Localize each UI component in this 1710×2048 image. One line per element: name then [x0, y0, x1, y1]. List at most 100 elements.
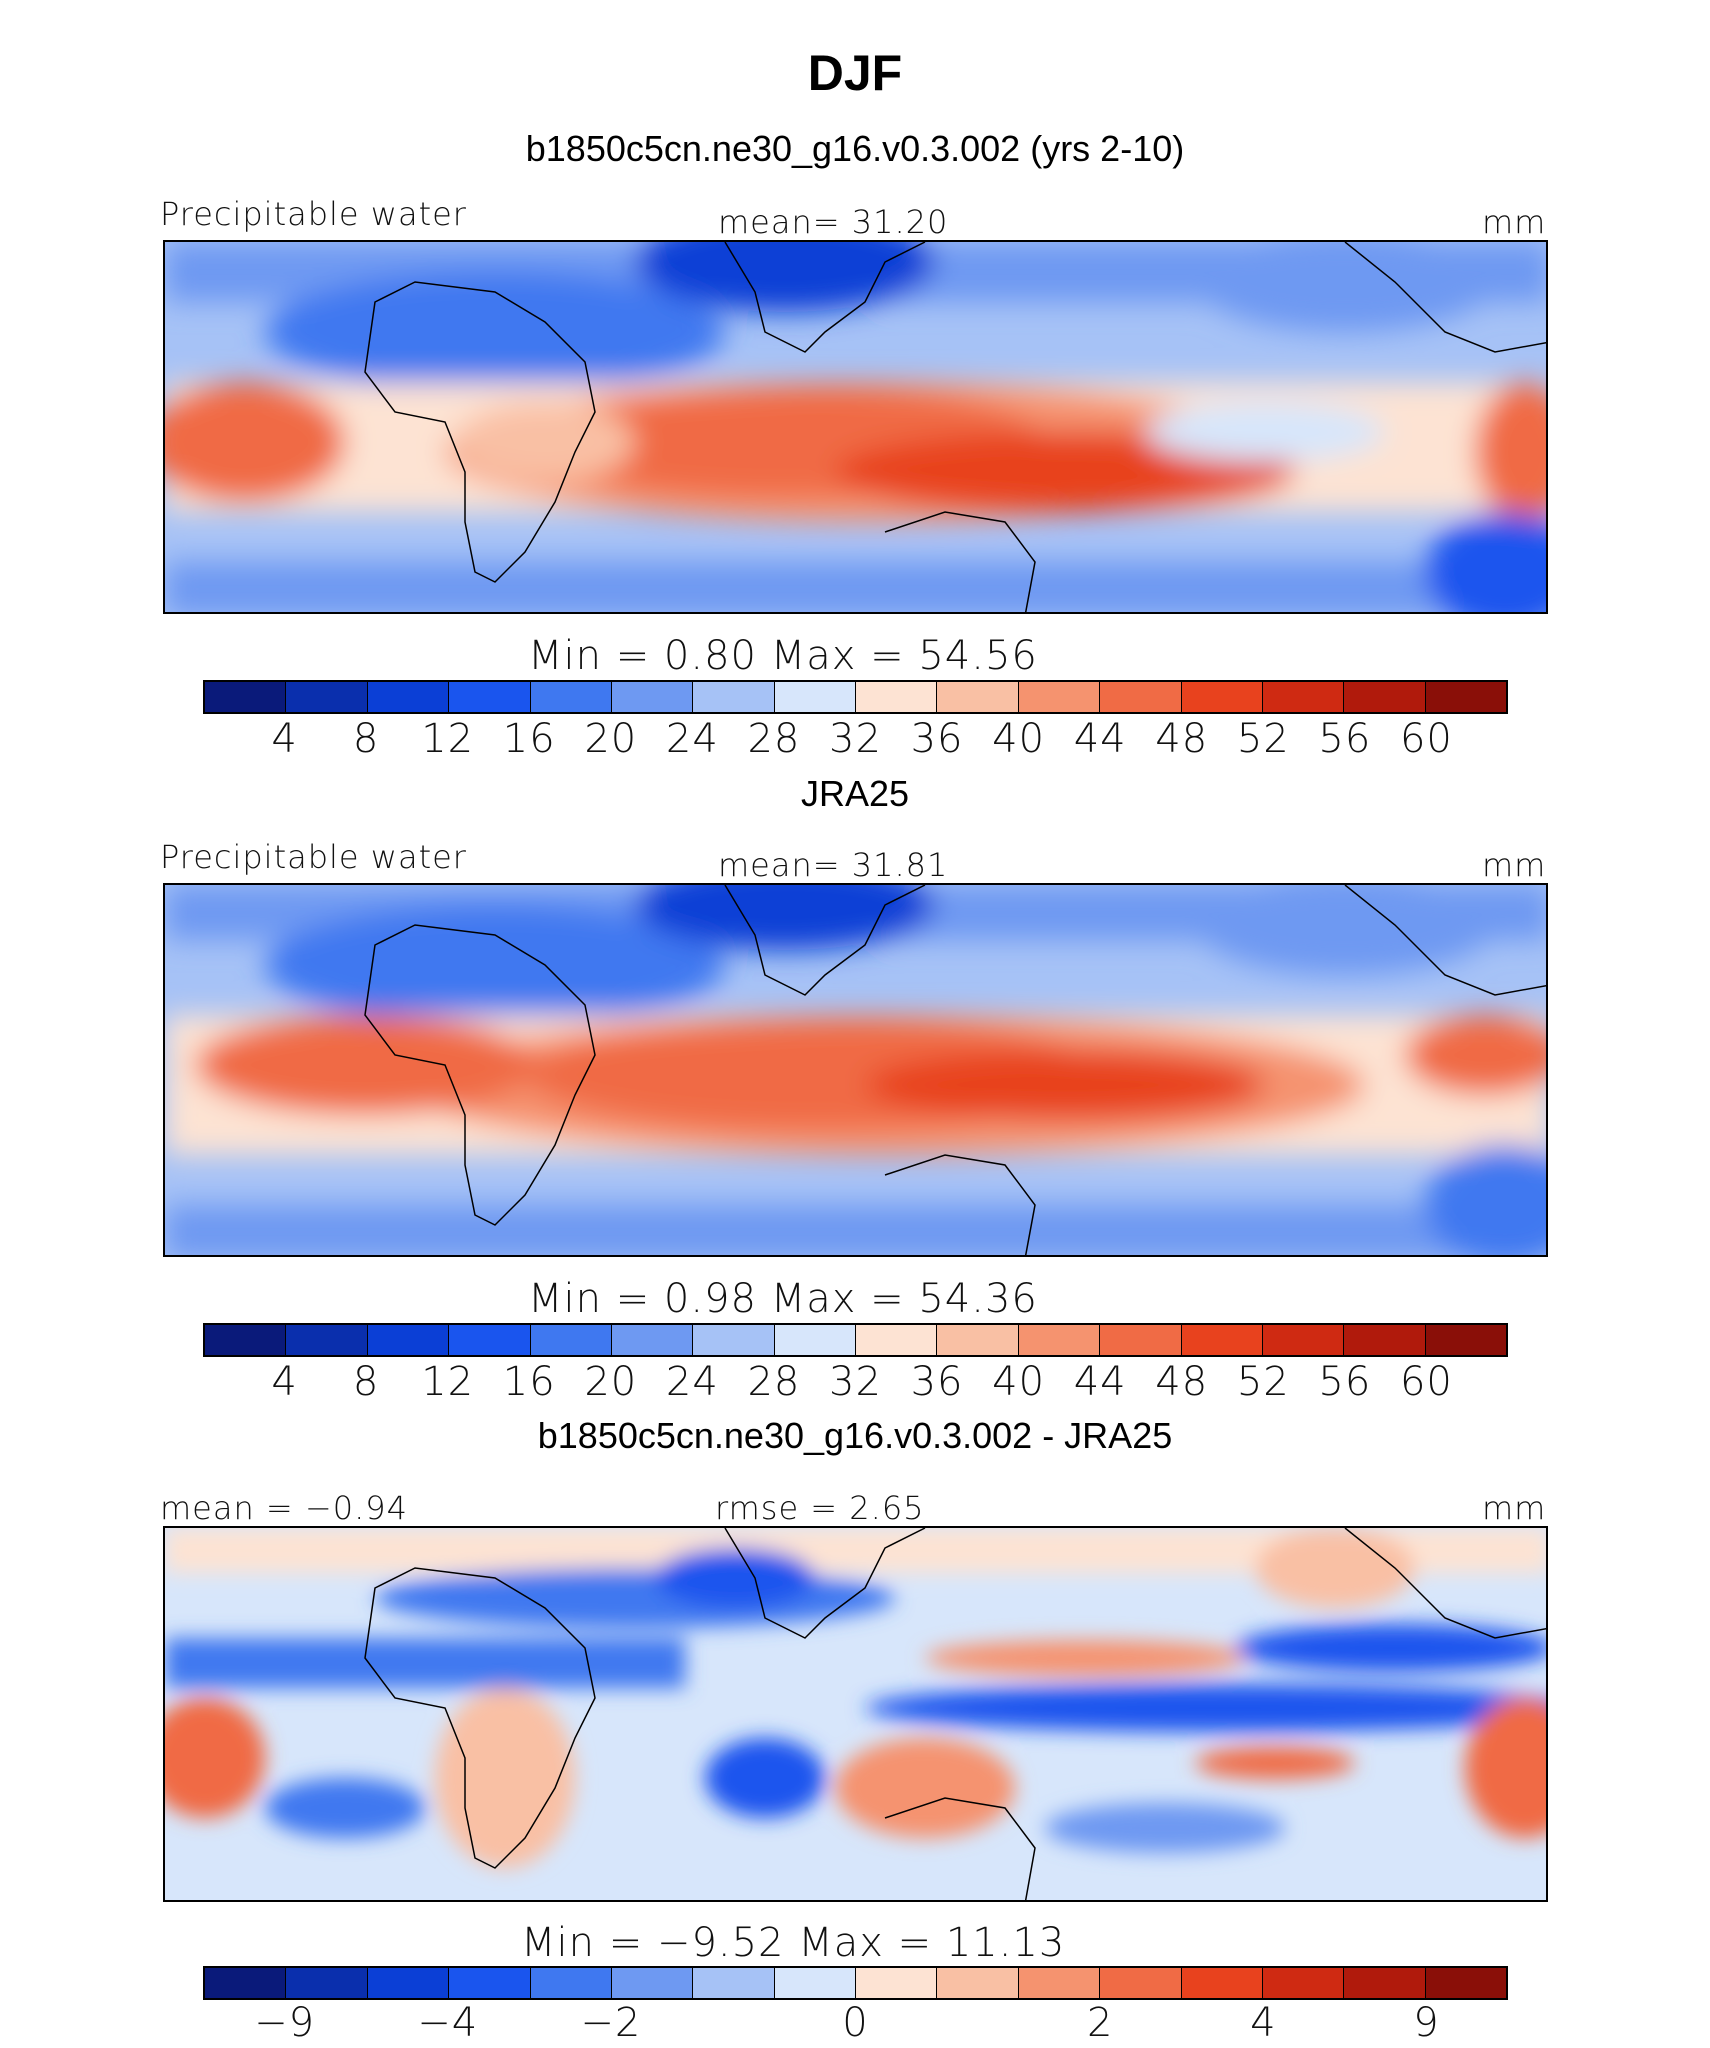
colorbar-swatch — [449, 1325, 531, 1355]
panel-2-map — [163, 883, 1548, 1257]
colorbar-tick-label: 28 — [747, 716, 801, 762]
panel-2-minmax: Min = 0.98 Max = 54.36 — [528, 1276, 1038, 1322]
colorbar-tick-label: 48 — [1155, 1359, 1209, 1405]
panel-1-map-svg — [165, 242, 1546, 612]
panel-3-colorbar — [203, 1966, 1508, 2000]
panel-3-units-label: mm — [1482, 1489, 1547, 1527]
colorbar-tick-label: 48 — [1155, 716, 1209, 762]
colorbar-swatch — [937, 682, 1019, 712]
colorbar-tick-label: 28 — [747, 1359, 801, 1405]
figure-title: DJF — [807, 45, 903, 101]
colorbar-swatch — [693, 682, 775, 712]
colorbar-swatch — [611, 1325, 694, 1355]
colorbar-swatch — [1425, 682, 1506, 712]
panel-2-colorbar — [203, 1323, 1508, 1357]
panel-1-minmax: Min = 0.80 Max = 54.56 — [528, 633, 1038, 679]
colorbar-swatch — [367, 1968, 450, 1998]
panel-2-variable-label: Precipitable water — [160, 838, 467, 876]
colorbar-tick-label: 4 — [1250, 2000, 1277, 2046]
colorbar-swatch — [367, 682, 450, 712]
colorbar-tick-label: 16 — [502, 716, 556, 762]
colorbar-tick-label: 44 — [1073, 1359, 1127, 1405]
colorbar-swatch — [856, 1325, 938, 1355]
colorbar-tick-label: 24 — [665, 1359, 719, 1405]
panel-3-map — [163, 1526, 1548, 1902]
colorbar-swatch — [693, 1325, 775, 1355]
colorbar-swatch — [856, 1968, 938, 1998]
panel-2-map-svg — [165, 885, 1546, 1255]
colorbar-swatch — [286, 1325, 368, 1355]
colorbar-swatch — [1425, 1968, 1506, 1998]
colorbar-swatch — [937, 1968, 1019, 1998]
colorbar-tick-label: 36 — [910, 1359, 964, 1405]
colorbar-swatch — [1344, 682, 1426, 712]
panel-1-variable-label: Precipitable water — [160, 195, 467, 233]
colorbar-tick-label: 52 — [1236, 716, 1290, 762]
colorbar-swatch — [774, 1325, 856, 1355]
colorbar-tick-label: 32 — [829, 716, 882, 762]
colorbar-tick-label: 24 — [665, 716, 719, 762]
colorbar-swatch — [611, 1968, 694, 1998]
colorbar-tick-label: 2 — [1086, 2000, 1114, 2046]
colorbar-swatch — [367, 1325, 450, 1355]
colorbar-swatch — [449, 1968, 531, 1998]
panel-2-units-label: mm — [1482, 846, 1547, 884]
panel-1-colorbar — [203, 680, 1508, 714]
colorbar-tick-label: 0 — [842, 2000, 869, 2046]
colorbar-swatch — [1262, 1968, 1345, 1998]
colorbar-tick-label: 36 — [910, 716, 964, 762]
colorbar-swatch — [1262, 682, 1345, 712]
colorbar-tick-label: 56 — [1318, 716, 1372, 762]
colorbar-swatch — [205, 682, 287, 712]
colorbar-swatch — [530, 1325, 612, 1355]
panel-3-title: b1850c5cn.ne30_g16.v0.3.002 - JRA25 — [537, 1415, 1173, 1456]
panel-3-map-svg — [165, 1528, 1546, 1900]
colorbar-swatch — [449, 682, 531, 712]
colorbar-tick-label: 56 — [1318, 1359, 1372, 1405]
colorbar-swatch — [530, 1968, 612, 1998]
colorbar-tick-label: −2 — [580, 2000, 642, 2046]
colorbar-swatch — [1181, 1325, 1263, 1355]
colorbar-tick-label: 8 — [352, 1359, 380, 1405]
colorbar-swatch — [774, 1968, 856, 1998]
colorbar-swatch — [1181, 1968, 1263, 1998]
panel-1-units-label: mm — [1482, 203, 1547, 241]
panel-1-mean-label: mean= 31.20 — [718, 203, 949, 241]
panel-1-title: b1850c5cn.ne30_g16.v0.3.002 (yrs 2-10) — [525, 128, 1185, 169]
colorbar-swatch — [937, 1325, 1019, 1355]
colorbar-swatch — [1100, 682, 1182, 712]
colorbar-tick-label: 32 — [829, 1359, 882, 1405]
colorbar-swatch — [1100, 1325, 1182, 1355]
colorbar-swatch — [1344, 1968, 1426, 1998]
panel-1-map — [163, 240, 1548, 614]
colorbar-swatch — [693, 1968, 775, 1998]
panel-2-title: JRA25 — [800, 773, 910, 814]
panel-3-rmse-label: rmse = 2.65 — [715, 1489, 925, 1527]
colorbar-swatch — [205, 1325, 287, 1355]
panel-3-minmax: Min = −9.52 Max = 11.13 — [521, 1920, 1066, 1966]
colorbar-swatch — [205, 1968, 287, 1998]
colorbar-tick-label: 60 — [1399, 716, 1453, 762]
colorbar-tick-label: 44 — [1073, 716, 1127, 762]
colorbar-swatch — [1262, 1325, 1345, 1355]
colorbar-tick-label: −9 — [254, 2000, 316, 2046]
colorbar-swatch — [1018, 1325, 1101, 1355]
colorbar-tick-label: 52 — [1236, 1359, 1290, 1405]
colorbar-tick-label: 40 — [992, 716, 1046, 762]
colorbar-tick-label: 4 — [271, 716, 298, 762]
colorbar-tick-label: 4 — [271, 1359, 298, 1405]
colorbar-tick-label: 60 — [1399, 1359, 1453, 1405]
colorbar-tick-label: 8 — [352, 716, 380, 762]
colorbar-tick-label: 12 — [421, 1359, 475, 1405]
colorbar-tick-label: 9 — [1413, 2000, 1440, 2046]
colorbar-swatch — [1018, 1968, 1101, 1998]
colorbar-tick-label: 12 — [421, 716, 475, 762]
colorbar-swatch — [1181, 682, 1263, 712]
colorbar-swatch — [1018, 682, 1101, 712]
colorbar-swatch — [774, 682, 856, 712]
colorbar-swatch — [856, 682, 938, 712]
panel-2-mean-label: mean= 31.81 — [718, 846, 949, 884]
colorbar-tick-label: 20 — [584, 1359, 638, 1405]
colorbar-swatch — [1425, 1325, 1506, 1355]
colorbar-swatch — [611, 682, 694, 712]
